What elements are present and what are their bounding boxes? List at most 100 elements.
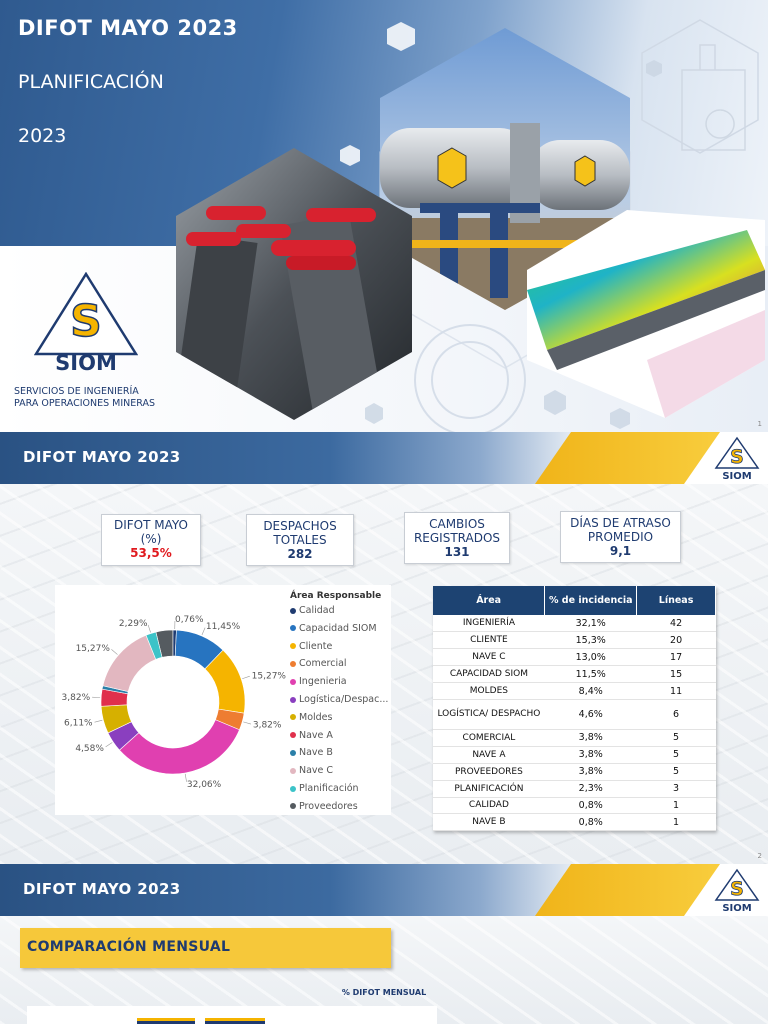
cover-subtitle: PLANIFICACIÓN <box>18 71 164 93</box>
parts-photo <box>176 148 412 420</box>
kpi-value: 53,5% <box>130 546 172 560</box>
table-row: NAVE A 3,8% 5 <box>433 746 716 764</box>
legend-swatch <box>290 678 296 685</box>
legend-item: Calidad <box>290 605 335 616</box>
table-cell: PLANIFICACIÓN <box>433 780 545 798</box>
table-row: CAPACIDAD SIOM 11,5% 15 <box>433 665 716 684</box>
column-header-incidencia: % de incidencia <box>544 586 638 615</box>
table-cell: 2,3% <box>544 780 637 798</box>
legend-label: Capacidad SIOM <box>299 622 377 634</box>
legend-item: Capacidad SIOM <box>290 623 377 634</box>
kpi-label: DÍAS DE ATRASO <box>570 516 671 530</box>
slice-data-label: 15,27% <box>76 644 111 654</box>
tagline-line1: SERVICIOS DE INGENIERÍA <box>14 386 139 397</box>
legend-item: Ingenieria <box>290 676 347 687</box>
leader-line <box>184 773 187 782</box>
legend-swatch <box>290 625 296 632</box>
logo-s-letter: S <box>70 296 102 347</box>
leader-line <box>243 721 252 725</box>
kpi-card-despachos: DESPACHOS TOTALES 282 <box>246 514 354 566</box>
legend-label: Planificación <box>299 783 359 794</box>
table-cell: PROVEEDORES <box>433 763 545 781</box>
incidence-table: Área % de incidencia Líneas INGENIERÍA 32… <box>433 586 716 832</box>
slide-title: DIFOT MAYO 2023 <box>23 880 181 898</box>
chart-title: % DIFOT MENSUAL <box>341 988 427 997</box>
legend-title: Área Responsable <box>290 591 382 601</box>
legend-label: Nave A <box>299 729 333 741</box>
table-cell: COMERCIAL <box>433 729 545 747</box>
table-cell: 6 <box>636 699 716 730</box>
legend-swatch <box>290 785 296 792</box>
legend-swatch <box>290 643 296 650</box>
cover-title: DIFOT MAYO 2023 <box>18 16 238 40</box>
table-cell: 8,4% <box>544 682 637 700</box>
legend-swatch <box>290 732 296 739</box>
donut-chart: 0,76%11,45% 15,27% 3,82% 32,06% 4,58% 6,11% 3,… <box>62 615 287 790</box>
column-header-lineas: Líneas <box>636 586 716 615</box>
kpi-label: PROMEDIO <box>587 530 654 544</box>
table-cell: NAVE C <box>433 648 545 667</box>
legend-label: Nave C <box>299 765 334 777</box>
legend-item: Logística/Despac... <box>290 694 388 705</box>
tagline-line2: PARA OPERACIONES MINERAS <box>14 398 156 409</box>
table-cell: INGENIERÍA <box>433 615 545 633</box>
slice-data-label: 3,82% <box>253 721 282 731</box>
chart-bar <box>137 1018 195 1024</box>
slide-header: DIFOT MAYO 2023 S SIOM <box>0 432 768 484</box>
table-cell: 1 <box>636 797 716 815</box>
table-header-row: Área % de incidencia Líneas <box>433 586 716 615</box>
legend-label: Calidad <box>299 605 335 616</box>
donut-slice <box>145 631 163 660</box>
table-cell: 15,3% <box>544 631 637 650</box>
cover-slide: DIFOT MAYO 2023 PLANIFICACIÓN 2023 S SIO… <box>0 0 768 432</box>
slide-header: DIFOT MAYO 2023 S SIOM <box>0 864 768 916</box>
legend-item: Planificación <box>290 783 359 794</box>
slice-data-label: 2,29% <box>119 619 148 629</box>
table-cell: 20 <box>636 631 716 650</box>
legend-label: Cliente <box>299 640 333 652</box>
column-header-area: Área <box>433 586 546 615</box>
slice-data-label: 4,58% <box>75 744 104 754</box>
slice-data-label: 32,06% <box>187 780 222 790</box>
legend-label: Logística/Despac... <box>299 694 389 705</box>
slice-data-label: 0,76% <box>175 615 204 625</box>
table-cell: 0,8% <box>544 797 637 815</box>
legend-item: Proveedores <box>290 801 358 812</box>
kpi-label: REGISTRADOS <box>413 531 501 545</box>
cover-tagline: SERVICIOS DE INGENIERÍA PARA OPERACIONES… <box>14 386 155 410</box>
table-row: CALIDAD 0,8% 1 <box>433 797 716 815</box>
table-cell: 5 <box>636 763 716 781</box>
table-cell: 3 <box>636 780 716 798</box>
svg-text:SIOM: SIOM <box>722 903 751 912</box>
table-cell: 3,8% <box>544 729 637 747</box>
table-row: CLIENTE 15,3% 20 <box>433 631 716 650</box>
kpi-value: 131 <box>444 545 470 559</box>
legend-swatch <box>290 749 296 756</box>
leader-line <box>94 719 103 723</box>
legend-item: Nave C <box>290 765 333 776</box>
legend-item: Moldes <box>290 712 332 723</box>
legend-swatch <box>290 660 296 667</box>
page-number: 2 <box>757 852 762 860</box>
chart-bar <box>205 1018 265 1024</box>
siom-logo: S SIOM <box>714 868 760 912</box>
siom-logo: S SIOM <box>714 436 760 480</box>
logo-text: SIOM <box>55 351 117 372</box>
legend-swatch <box>290 714 296 721</box>
slide-title: DIFOT MAYO 2023 <box>23 448 181 466</box>
table-cell: NAVE A <box>433 746 545 764</box>
table-cell: 42 <box>636 615 716 633</box>
leader-line <box>111 649 118 655</box>
table-cell: 15 <box>636 665 716 684</box>
legend-label: Moldes <box>299 711 333 723</box>
slice-data-label: 15,27% <box>252 672 287 682</box>
table-cell: 4,6% <box>544 699 637 730</box>
table-cell: CAPACIDAD SIOM <box>433 665 545 684</box>
leader-line <box>242 675 250 680</box>
table-cell: 0,8% <box>544 813 637 832</box>
legend-swatch <box>290 803 296 810</box>
table-cell: NAVE B <box>433 813 545 832</box>
table-row: INGENIERÍA 32,1% 42 <box>433 615 716 633</box>
table-row: MOLDES 8,4% 11 <box>433 682 716 700</box>
table-cell: 17 <box>636 648 716 667</box>
